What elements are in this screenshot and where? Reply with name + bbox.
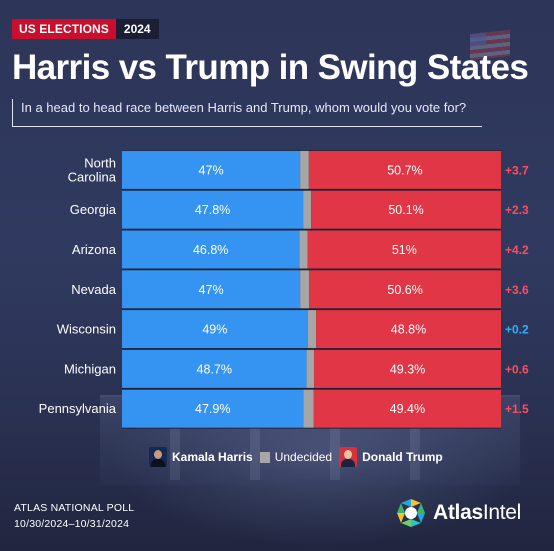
logo-text-light: Intel <box>482 501 522 524</box>
logo-wordmark: AtlasIntel <box>433 501 521 525</box>
bar-harris <box>122 230 300 269</box>
bar-undecided <box>307 310 317 349</box>
category-label: Arizona <box>72 242 117 257</box>
chart-subtitle: In a head to head race between Harris an… <box>21 100 467 115</box>
data-label-harris: 47% <box>199 163 224 177</box>
data-label-trump: 49.4% <box>390 402 425 416</box>
bar-undecided <box>306 349 315 388</box>
building-column <box>330 410 340 480</box>
legend-item-harris: Kamala Harris <box>149 447 253 467</box>
margin-label: +1.5 <box>505 402 529 416</box>
legend-label-trump: Donald Trump <box>362 450 443 464</box>
data-label-trump: 48.8% <box>391 323 426 337</box>
bar-undecided <box>300 150 309 189</box>
data-label-trump: 49.3% <box>390 362 425 376</box>
chart-title: Harris vs Trump in Swing States <box>12 48 529 87</box>
legend-label-undecided: Undecided <box>274 450 333 464</box>
bar-trump <box>307 230 501 269</box>
legend-item-trump: Donald Trump <box>339 447 443 467</box>
category-tag: US ELECTIONS 2024 <box>12 19 159 39</box>
poll-name: ATLAS NATIONAL POLL <box>14 502 135 514</box>
bar-harris <box>122 389 304 428</box>
data-label-harris: 48.7% <box>197 362 232 376</box>
data-label-trump: 50.6% <box>387 283 422 297</box>
data-label-harris: 46.8% <box>193 243 228 257</box>
category-label: Georgia <box>70 202 117 217</box>
bar-harris <box>122 190 304 229</box>
category-label: Wisconsin <box>57 322 116 337</box>
atlasintel-logo-icon <box>397 499 425 527</box>
legend-item-undecided: Undecided <box>259 450 333 464</box>
data-label-harris: 47.9% <box>195 402 230 416</box>
bar-harris <box>122 270 301 309</box>
bar-trump <box>316 310 501 349</box>
data-label-trump: 50.7% <box>387 163 422 177</box>
undecided-swatch <box>259 451 270 463</box>
bar-trump <box>311 190 501 229</box>
margin-label: +0.6 <box>505 362 529 376</box>
data-label-harris: 49% <box>202 323 227 337</box>
building-column <box>250 410 260 480</box>
stacked-bar-chart: 47% 50.7% North Carolina +3.7 47.8% 50.1% Georg… <box>39 150 529 429</box>
bar-trump <box>313 389 501 428</box>
bar-undecided <box>303 190 312 229</box>
poll-dates: 10/30/2024–10/31/2024 <box>14 518 130 530</box>
bar-trump <box>308 150 501 189</box>
bar-trump <box>314 349 501 388</box>
bar-trump <box>309 270 501 309</box>
category-label: Pennsylvania <box>39 401 117 416</box>
harris-avatar-icon <box>149 447 167 467</box>
margin-label: +2.3 <box>505 203 529 217</box>
bar-undecided <box>300 270 310 309</box>
logo-text-bold: Atlas <box>433 501 483 524</box>
atlasintel-logo: AtlasIntel <box>395 497 521 529</box>
tag-year: 2024 <box>115 19 159 39</box>
margin-label: +0.2 <box>505 323 529 337</box>
tag-label: US ELECTIONS <box>12 19 116 39</box>
bar-harris <box>122 349 307 388</box>
data-label-harris: 47.8% <box>195 203 230 217</box>
data-label-trump: 50.1% <box>388 203 423 217</box>
bar-harris <box>122 150 301 189</box>
category-label: Nevada <box>71 282 117 297</box>
margin-label: +4.2 <box>505 243 529 257</box>
margin-label: +3.6 <box>505 283 529 297</box>
category-label: North Carolina <box>68 155 117 184</box>
margin-label: +3.7 <box>505 163 529 177</box>
bar-undecided <box>299 230 308 269</box>
category-label-line: North <box>84 155 116 170</box>
legend-label-harris: Kamala Harris <box>172 450 253 464</box>
category-label: Michigan <box>64 361 116 376</box>
data-label-trump: 51% <box>392 243 417 257</box>
category-label-line: Carolina <box>68 169 117 184</box>
subtitle-bracket: In a head to head race between Harris an… <box>12 99 482 127</box>
bar-harris <box>122 310 308 349</box>
building-column <box>170 410 180 480</box>
chart-legend: Kamala Harris Undecided Donald Trump <box>149 445 489 469</box>
building-column <box>410 410 420 480</box>
bar-undecided <box>303 389 314 428</box>
trump-avatar-icon <box>339 447 358 467</box>
data-label-harris: 47% <box>199 283 224 297</box>
